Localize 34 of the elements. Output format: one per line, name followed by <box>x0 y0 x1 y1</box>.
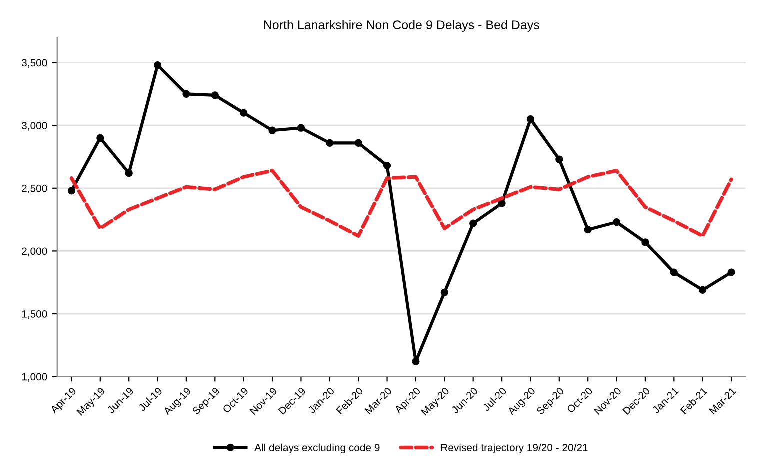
point <box>470 220 478 228</box>
y-tick-label: 1,000 <box>22 373 48 382</box>
point <box>670 268 678 276</box>
point <box>556 156 564 164</box>
point <box>584 226 592 234</box>
point <box>240 109 248 117</box>
y-tick-label: 2,000 <box>22 248 48 256</box>
y-tick-label: 3,000 <box>22 122 48 131</box>
point <box>383 162 392 170</box>
point <box>96 134 104 142</box>
legend-label: Revised trajectory 19/20 - 20/21 <box>441 444 588 454</box>
point <box>612 218 621 226</box>
point <box>412 358 420 366</box>
line-series <box>70 169 734 238</box>
y-tick-label: 1,500 <box>22 310 48 320</box>
point <box>526 116 535 124</box>
chart-title: North Lanarkshire Non Code 9 Delays - Bed Days <box>264 20 540 32</box>
point <box>268 126 276 134</box>
point <box>642 238 650 246</box>
point <box>440 288 448 296</box>
point <box>125 170 133 178</box>
point <box>326 139 334 148</box>
point <box>154 61 162 70</box>
point <box>699 286 707 294</box>
point <box>498 200 506 208</box>
point <box>211 92 219 100</box>
point <box>728 268 736 276</box>
point <box>297 124 306 132</box>
point <box>182 90 190 98</box>
legend-label: All delays excluding code 9 <box>254 444 380 454</box>
y-tick-label: 3,500 <box>22 59 48 68</box>
y-tick-label: 2,500 <box>22 184 48 194</box>
point <box>354 139 362 148</box>
point <box>68 187 76 195</box>
